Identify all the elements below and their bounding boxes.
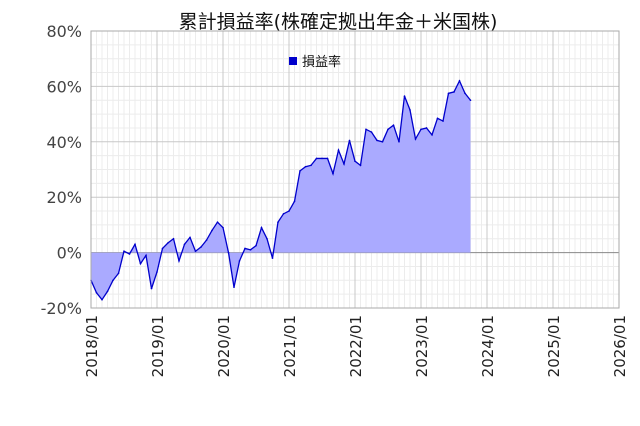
data-point bbox=[271, 257, 274, 259]
data-point bbox=[238, 260, 241, 262]
data-point bbox=[260, 226, 263, 229]
data-point bbox=[112, 279, 114, 282]
data-point bbox=[469, 99, 472, 102]
data-point bbox=[381, 141, 384, 143]
data-point bbox=[420, 128, 422, 131]
data-point bbox=[370, 131, 373, 133]
data-point bbox=[145, 254, 147, 257]
data-point bbox=[244, 247, 246, 250]
data-point bbox=[332, 172, 334, 175]
data-point bbox=[409, 109, 411, 111]
data-point bbox=[150, 287, 153, 290]
data-point bbox=[326, 157, 329, 160]
data-point bbox=[249, 249, 252, 251]
x-tick-label: 2018/01 bbox=[83, 315, 101, 377]
data-point bbox=[95, 291, 98, 294]
x-tick-label: 2021/01 bbox=[281, 315, 299, 377]
legend-swatch-icon bbox=[289, 57, 297, 65]
data-point bbox=[288, 210, 290, 212]
data-point bbox=[178, 260, 180, 262]
data-point bbox=[293, 200, 296, 203]
x-axis-tick-labels: 2018/01 2019/01 2020/01 2021/01 2022/01 2023/… bbox=[83, 315, 629, 377]
data-point bbox=[436, 117, 439, 120]
data-point bbox=[194, 250, 197, 253]
data-point bbox=[183, 243, 186, 246]
data-point bbox=[128, 253, 131, 255]
series-fill bbox=[91, 80, 471, 300]
data-point bbox=[431, 134, 433, 136]
x-tick-label: 2026/01 bbox=[611, 315, 629, 377]
data-point bbox=[282, 213, 285, 215]
data-point bbox=[425, 127, 428, 129]
data-point bbox=[376, 139, 378, 142]
y-tick-label: 0% bbox=[57, 244, 82, 263]
data-point bbox=[458, 80, 461, 82]
y-tick-label: 40% bbox=[46, 133, 82, 152]
legend: 損益率 bbox=[289, 54, 341, 70]
data-point bbox=[205, 239, 208, 241]
y-tick-label: 60% bbox=[46, 77, 82, 96]
chart-title: 累計損益率(株確定拠出年金＋米国株) bbox=[179, 11, 498, 33]
series-area bbox=[90, 79, 472, 301]
data-point bbox=[464, 92, 466, 95]
x-tick-label: 2023/01 bbox=[413, 315, 431, 377]
data-point bbox=[447, 92, 450, 95]
data-point bbox=[117, 272, 120, 275]
data-point bbox=[414, 138, 417, 140]
data-point bbox=[233, 286, 235, 289]
data-point bbox=[299, 170, 301, 172]
x-tick-label: 2022/01 bbox=[347, 315, 365, 377]
data-point bbox=[343, 163, 345, 165]
x-tick-label: 2024/01 bbox=[479, 315, 497, 377]
data-point bbox=[277, 221, 279, 223]
data-point bbox=[321, 157, 323, 160]
data-point bbox=[167, 242, 169, 244]
data-point bbox=[304, 165, 307, 168]
data-point bbox=[255, 244, 257, 247]
data-point bbox=[337, 149, 340, 151]
data-point bbox=[266, 237, 268, 240]
y-tick-label: 20% bbox=[46, 188, 82, 207]
data-point bbox=[359, 164, 362, 167]
data-point bbox=[442, 120, 444, 122]
data-point bbox=[453, 91, 455, 93]
data-point bbox=[365, 128, 367, 131]
data-point bbox=[403, 95, 406, 97]
data-point bbox=[161, 247, 164, 250]
y-tick-label: 80% bbox=[46, 22, 82, 41]
plot-frame bbox=[90, 30, 620, 309]
legend-label: 損益率 bbox=[302, 54, 341, 70]
data-point bbox=[216, 221, 219, 223]
plot-border bbox=[90, 30, 620, 309]
x-tick-label: 2020/01 bbox=[215, 315, 233, 377]
data-point bbox=[310, 164, 312, 167]
data-points bbox=[90, 80, 472, 301]
y-axis-tick-labels: -20% 0% 20% 40% 60% 80% bbox=[41, 22, 82, 318]
data-point bbox=[172, 237, 175, 240]
data-point bbox=[200, 246, 202, 248]
data-point bbox=[139, 262, 142, 265]
data-point bbox=[156, 271, 158, 273]
data-point bbox=[315, 157, 318, 160]
data-point bbox=[106, 290, 109, 293]
data-point bbox=[387, 128, 389, 131]
x-tick-label: 2025/01 bbox=[545, 315, 563, 377]
series-line bbox=[90, 79, 472, 301]
data-point bbox=[123, 250, 125, 253]
data-point bbox=[354, 160, 356, 162]
data-point bbox=[227, 251, 230, 254]
minor-grid bbox=[91, 31, 619, 308]
data-point bbox=[222, 226, 224, 229]
data-point bbox=[101, 298, 103, 301]
data-point bbox=[398, 141, 400, 143]
data-point bbox=[392, 124, 395, 126]
data-point bbox=[134, 243, 136, 246]
data-point bbox=[189, 236, 191, 239]
data-point bbox=[211, 229, 213, 232]
x-tick-label: 2019/01 bbox=[149, 315, 167, 377]
y-tick-label: -20% bbox=[41, 299, 82, 318]
data-point bbox=[348, 139, 351, 142]
